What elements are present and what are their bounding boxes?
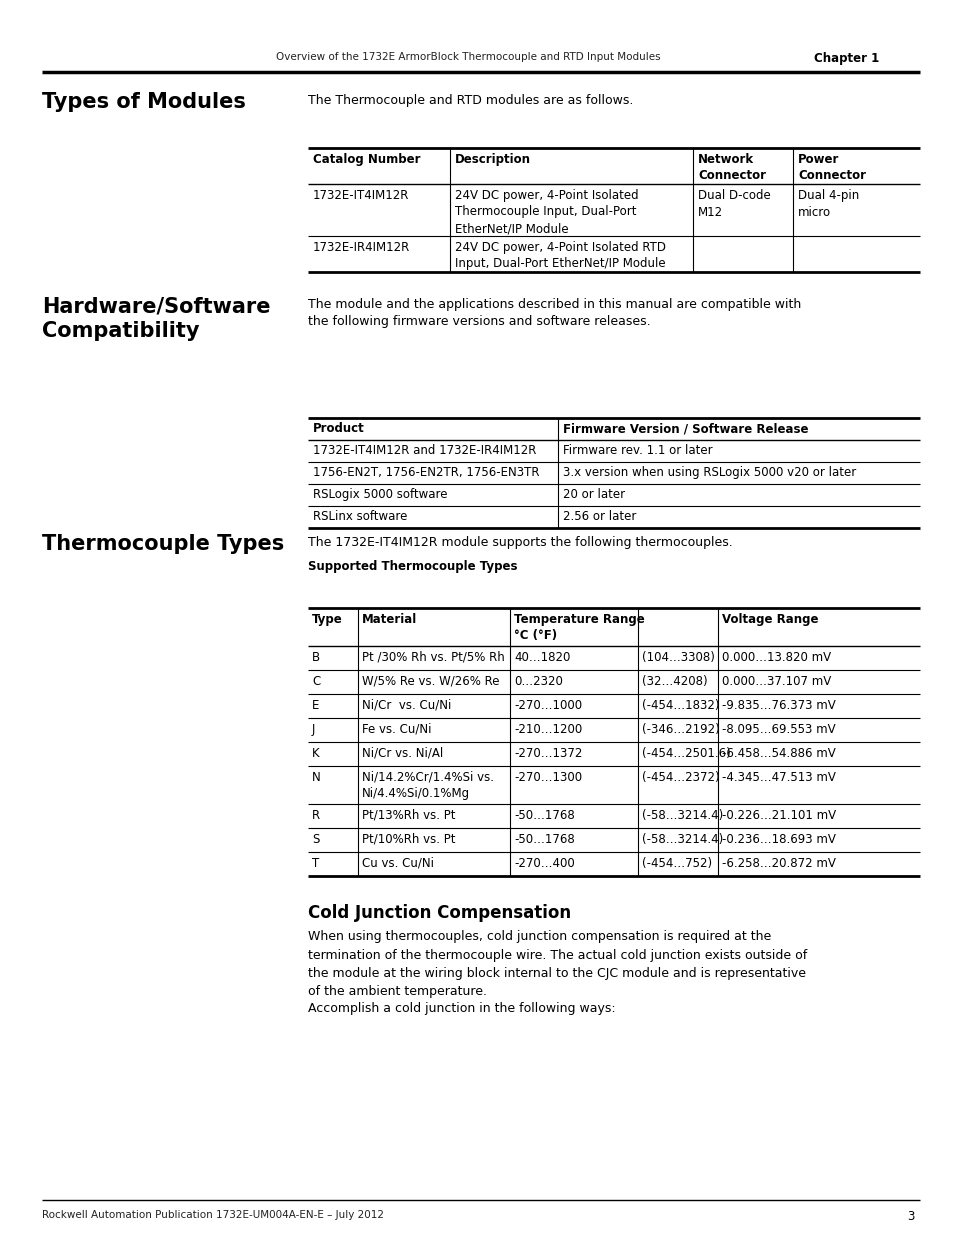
Text: -0.226…21.101 mV: -0.226…21.101 mV [721,809,835,823]
Text: -8.095…69.553 mV: -8.095…69.553 mV [721,722,835,736]
Text: -4.345…47.513 mV: -4.345…47.513 mV [721,771,835,784]
Text: (-58…3214.4): (-58…3214.4) [641,809,722,823]
Text: Hardware/Software
Compatibility: Hardware/Software Compatibility [42,296,271,341]
Text: 3: 3 [906,1210,914,1223]
Text: Cu vs. Cu/Ni: Cu vs. Cu/Ni [361,857,434,869]
Text: (-454…2501.6): (-454…2501.6) [641,747,730,760]
Text: 1732E-IT4IM12R: 1732E-IT4IM12R [313,189,409,203]
Text: (104…3308): (104…3308) [641,651,714,664]
Text: When using thermocouples, cold junction compensation is required at the
terminat: When using thermocouples, cold junction … [308,930,806,999]
Text: Catalog Number: Catalog Number [313,153,420,165]
Text: Cold Junction Compensation: Cold Junction Compensation [308,904,571,923]
Text: (-454…752): (-454…752) [641,857,711,869]
Text: W/5% Re vs. W/26% Re: W/5% Re vs. W/26% Re [361,676,499,688]
Text: Voltage Range: Voltage Range [721,613,818,626]
Text: Temperature Range
°C (°F): Temperature Range °C (°F) [514,613,644,642]
Text: Types of Modules: Types of Modules [42,91,246,112]
Text: Description: Description [455,153,531,165]
Text: (-454…1832): (-454…1832) [641,699,719,713]
Text: R: R [312,809,320,823]
Text: Dual D-code
M12: Dual D-code M12 [698,189,770,219]
Text: 0.000…37.107 mV: 0.000…37.107 mV [721,676,830,688]
Text: T: T [312,857,319,869]
Text: -270…1300: -270…1300 [514,771,581,784]
Text: -270…1000: -270…1000 [514,699,581,713]
Text: Fe vs. Cu/Ni: Fe vs. Cu/Ni [361,722,431,736]
Text: Type: Type [312,613,342,626]
Text: Product: Product [313,422,364,435]
Text: 24V DC power, 4-Point Isolated
Thermocouple Input, Dual-Port
EtherNet/IP Module: 24V DC power, 4-Point Isolated Thermocou… [455,189,638,235]
Text: (-346…2192): (-346…2192) [641,722,719,736]
Text: 0…2320: 0…2320 [514,676,562,688]
Text: Rockwell Automation Publication 1732E-UM004A-EN-E – July 2012: Rockwell Automation Publication 1732E-UM… [42,1210,384,1220]
Text: Firmware Version / Software Release: Firmware Version / Software Release [562,422,807,435]
Text: -9.835…76.373 mV: -9.835…76.373 mV [721,699,835,713]
Text: -6.258…20.872 mV: -6.258…20.872 mV [721,857,835,869]
Text: N: N [312,771,320,784]
Text: 3.x version when using RSLogix 5000 v20 or later: 3.x version when using RSLogix 5000 v20 … [562,466,856,479]
Text: Ni/14.2%Cr/1.4%Si vs.
Ni/4.4%Si/0.1%Mg: Ni/14.2%Cr/1.4%Si vs. Ni/4.4%Si/0.1%Mg [361,771,494,800]
Text: Firmware rev. 1.1 or later: Firmware rev. 1.1 or later [562,445,712,457]
Text: Ni/Cr  vs. Cu/Ni: Ni/Cr vs. Cu/Ni [361,699,451,713]
Text: B: B [312,651,320,664]
Text: Overview of the 1732E ArmorBlock Thermocouple and RTD Input Modules: Overview of the 1732E ArmorBlock Thermoc… [275,52,659,62]
Text: The module and the applications described in this manual are compatible with
the: The module and the applications describe… [308,298,801,329]
Text: Chapter 1: Chapter 1 [813,52,879,65]
Text: RSLogix 5000 software: RSLogix 5000 software [313,488,447,501]
Text: K: K [312,747,319,760]
Text: 24V DC power, 4-Point Isolated RTD
Input, Dual-Port EtherNet/IP Module: 24V DC power, 4-Point Isolated RTD Input… [455,241,665,270]
Text: -6.458…54.886 mV: -6.458…54.886 mV [721,747,835,760]
Text: -50…1768: -50…1768 [514,809,574,823]
Text: 2.56 or later: 2.56 or later [562,510,636,522]
Text: Thermocouple Types: Thermocouple Types [42,534,284,555]
Text: 1732E-IR4IM12R: 1732E-IR4IM12R [313,241,410,254]
Text: RSLinx software: RSLinx software [313,510,407,522]
Text: 1732E-IT4IM12R and 1732E-IR4IM12R: 1732E-IT4IM12R and 1732E-IR4IM12R [313,445,536,457]
Text: C: C [312,676,320,688]
Text: Pt/13%Rh vs. Pt: Pt/13%Rh vs. Pt [361,809,455,823]
Text: 40…1820: 40…1820 [514,651,570,664]
Text: -210…1200: -210…1200 [514,722,581,736]
Text: Pt/10%Rh vs. Pt: Pt/10%Rh vs. Pt [361,832,455,846]
Text: (-454…2372): (-454…2372) [641,771,719,784]
Text: 1756-EN2T, 1756-EN2TR, 1756-EN3TR: 1756-EN2T, 1756-EN2TR, 1756-EN3TR [313,466,539,479]
Text: Ni/Cr vs. Ni/Al: Ni/Cr vs. Ni/Al [361,747,443,760]
Text: (-58…3214.4): (-58…3214.4) [641,832,722,846]
Text: Accomplish a cold junction in the following ways:: Accomplish a cold junction in the follow… [308,1002,615,1015]
Text: -0.236…18.693 mV: -0.236…18.693 mV [721,832,835,846]
Text: 0.000…13.820 mV: 0.000…13.820 mV [721,651,830,664]
Text: The Thermocouple and RTD modules are as follows.: The Thermocouple and RTD modules are as … [308,94,633,107]
Text: 20 or later: 20 or later [562,488,624,501]
Text: Power
Connector: Power Connector [797,153,865,182]
Text: Supported Thermocouple Types: Supported Thermocouple Types [308,559,517,573]
Text: -270…1372: -270…1372 [514,747,581,760]
Text: (32…4208): (32…4208) [641,676,707,688]
Text: The 1732E-IT4IM12R module supports the following thermocouples.: The 1732E-IT4IM12R module supports the f… [308,536,732,550]
Text: Network
Connector: Network Connector [698,153,765,182]
Text: S: S [312,832,319,846]
Text: Material: Material [361,613,416,626]
Text: Dual 4-pin
micro: Dual 4-pin micro [797,189,859,219]
Text: J: J [312,722,315,736]
Text: -270…400: -270…400 [514,857,574,869]
Text: E: E [312,699,319,713]
Text: -50…1768: -50…1768 [514,832,574,846]
Text: Pt /30% Rh vs. Pt/5% Rh: Pt /30% Rh vs. Pt/5% Rh [361,651,504,664]
